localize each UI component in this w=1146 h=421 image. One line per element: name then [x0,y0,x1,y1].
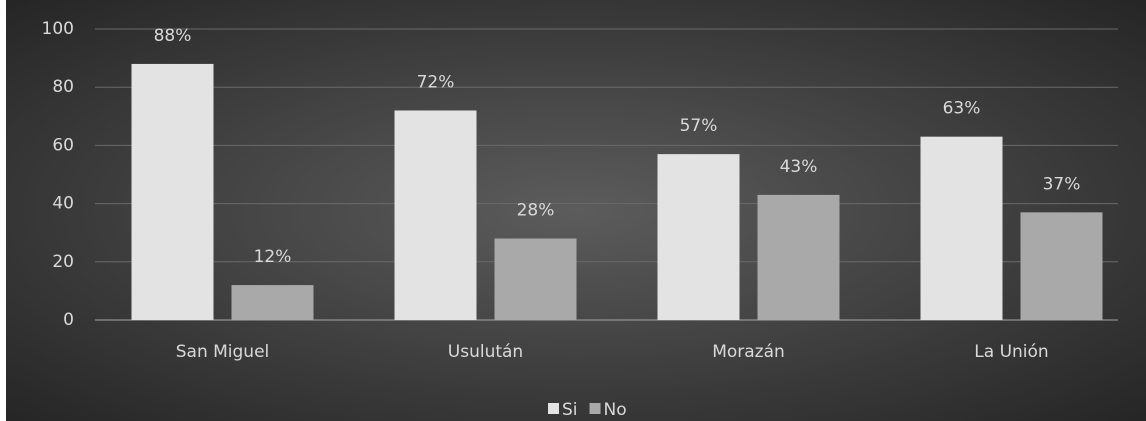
y-tick-label: 20 [52,252,74,272]
legend-label: Si [562,400,578,420]
x-tick-label: San Miguel [176,342,270,362]
x-tick-label: La Unión [974,342,1048,362]
data-label: 63% [943,99,981,119]
bar [231,285,314,320]
data-label: 28% [517,201,555,221]
data-label: 43% [780,157,818,177]
data-label: 88% [154,26,192,46]
data-label: 12% [254,247,292,267]
legend-swatch [589,403,601,414]
x-tick-label: Morazán [712,342,785,362]
bar [394,110,477,320]
bar [131,63,214,321]
y-tick-label: 0 [63,310,74,330]
data-label: 57% [680,116,718,136]
y-tick-label: 80 [52,77,74,97]
bar [920,136,1003,320]
x-tick-label: Usulután [448,342,523,362]
bar [657,154,740,320]
legend-swatch [548,403,559,414]
y-tick-label: 40 [52,194,74,214]
legend-label: No [604,400,627,420]
data-label: 37% [1043,174,1081,194]
data-label: 72% [417,72,455,92]
bar [494,238,577,320]
y-tick-label: 100 [42,19,74,39]
y-tick-label: 60 [52,135,74,155]
bar [1020,212,1103,320]
bar [757,194,840,320]
